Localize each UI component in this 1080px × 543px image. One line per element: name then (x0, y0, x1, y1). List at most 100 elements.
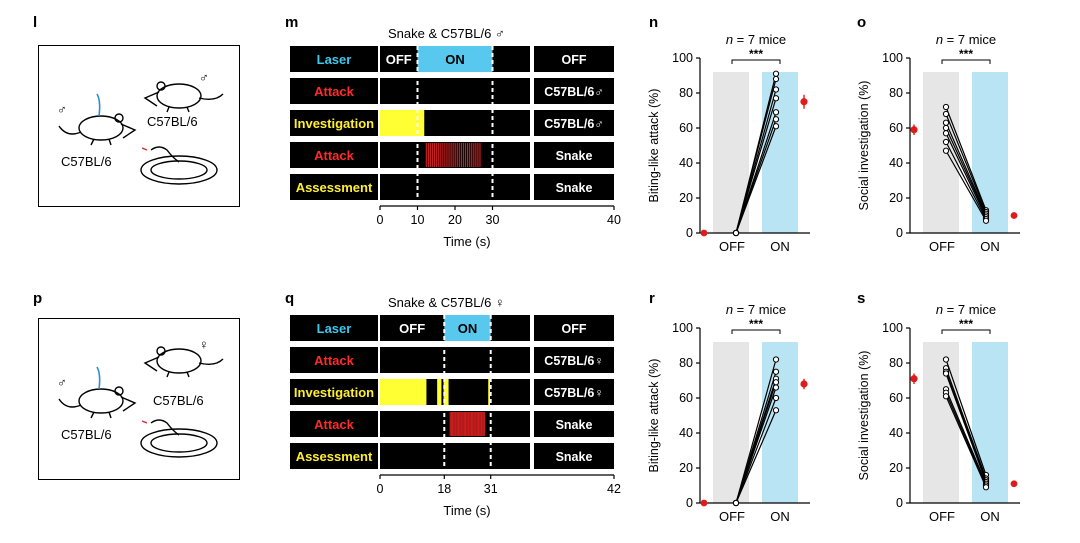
y-tick-label: 0 (896, 496, 903, 510)
y-axis-title: Social investigation (%) (857, 81, 871, 211)
chart-title: n = 7 mice (936, 302, 996, 317)
significance-label: *** (959, 47, 973, 61)
subject-line (945, 150, 987, 222)
schematic-p: ♂ C57BL/6 ♀ C57BL/6 (38, 318, 240, 480)
attack-tick (473, 412, 475, 436)
attack-tick (429, 143, 432, 167)
attack-tick (449, 412, 451, 436)
attack-tick (472, 412, 474, 436)
row-right-box (534, 347, 614, 373)
panel-label-p: p (33, 290, 43, 307)
mean-point-on (1010, 480, 1018, 488)
y-axis-title: Biting-like attack (%) (647, 359, 661, 473)
off-shade (923, 342, 959, 503)
panel-label-s: s (857, 290, 866, 307)
subject-point-off (942, 119, 950, 126)
subject-point-off (732, 499, 740, 507)
subject-line (735, 410, 777, 504)
subject-line (735, 397, 777, 504)
y-tick-label: 100 (882, 321, 903, 335)
subject-point-off (942, 147, 950, 154)
subject-point-on (772, 394, 780, 402)
raster-m-title: Snake & C57BL/6 ♂ (388, 26, 505, 41)
y-tick-label: 80 (679, 356, 693, 370)
row-right-box (534, 46, 614, 72)
mouse-right-label: C57BL/6 (153, 393, 204, 408)
x-tick-label: 31 (484, 482, 498, 496)
attack-tick (474, 412, 476, 436)
subject-line (945, 373, 987, 483)
x-tick-label: ON (770, 509, 790, 524)
subject-point-on (772, 75, 780, 83)
raster-q: Laser OFF ON OFF Attack C57BL/6♀ Investigation… (290, 315, 621, 518)
mouse-left-sex: ♂ (57, 102, 67, 117)
subject-point-on (982, 484, 990, 491)
row-label-box (290, 347, 378, 373)
y-tick-label: 60 (889, 391, 903, 405)
x-axis-title: Time (s) (443, 503, 490, 518)
subject-line (945, 132, 987, 218)
row-label-box (290, 411, 378, 437)
attack-tick (453, 412, 455, 436)
chart-title: n = 7 mice (936, 32, 996, 47)
subject-line (945, 141, 987, 220)
attack-tick (456, 143, 458, 167)
attack-tick (464, 412, 467, 436)
significance-bracket (731, 59, 781, 64)
x-tick-label: 30 (486, 213, 500, 227)
subject-line (735, 98, 777, 234)
y-tick-label: 40 (889, 426, 903, 440)
y-tick-label: 60 (679, 391, 693, 405)
subject-line (945, 389, 987, 484)
attack-tick (475, 143, 477, 167)
x-tick-label: 10 (411, 213, 425, 227)
attack-tick (483, 412, 486, 436)
row-track (380, 174, 530, 200)
mouse-left-label: C57BL/6 (61, 154, 112, 169)
subject-point-off (942, 356, 950, 363)
chart-n: 0 20 40 60 80 100 OFF ON Biting-like attack (%) n… (647, 32, 810, 254)
y-tick-label: 80 (889, 86, 903, 100)
laser-state-label: OFF (399, 321, 425, 336)
mean-point-off (700, 229, 708, 237)
subject-point-off (942, 110, 950, 118)
mouse-right-illustration (143, 346, 224, 378)
significance-label: *** (749, 47, 763, 61)
row-right-label: OFF (562, 53, 587, 67)
row-label-box (290, 174, 378, 200)
attack-tick (475, 412, 477, 436)
row-label-box (290, 379, 378, 405)
y-tick-label: 40 (889, 156, 903, 170)
significance-bracket (731, 329, 781, 334)
attack-tick (456, 412, 458, 436)
subject-line (945, 392, 987, 486)
y-tick-label: 40 (679, 426, 693, 440)
event-bout (380, 379, 427, 405)
row-right-box (534, 78, 614, 104)
subject-point-on (772, 95, 780, 102)
attack-tick (477, 143, 479, 167)
row-label: Assessment (296, 180, 373, 195)
event-bout (443, 379, 449, 405)
y-tick-label: 0 (896, 226, 903, 240)
attack-tick (440, 143, 442, 167)
subject-line (945, 113, 987, 213)
x-tick-label: 18 (437, 482, 451, 496)
x-tick-label: OFF (719, 239, 745, 254)
attack-tick (444, 143, 446, 167)
subject-point-off (732, 229, 740, 237)
subject-point-on (772, 407, 780, 414)
y-tick-label: 80 (889, 356, 903, 370)
subject-point-off (942, 393, 950, 400)
attack-tick (468, 412, 470, 436)
attack-tick (462, 143, 465, 167)
subject-point-on (772, 116, 780, 123)
y-tick-label: 40 (679, 156, 693, 170)
mouse-left-illustration (58, 366, 137, 419)
x-tick-label: 40 (607, 213, 621, 227)
panel-label-q: q (285, 290, 295, 307)
y-tick-label: 0 (686, 496, 693, 510)
mouse-right-sex: ♂ (199, 70, 209, 85)
attack-tick (436, 143, 438, 167)
panel-label-r: r (649, 290, 655, 307)
